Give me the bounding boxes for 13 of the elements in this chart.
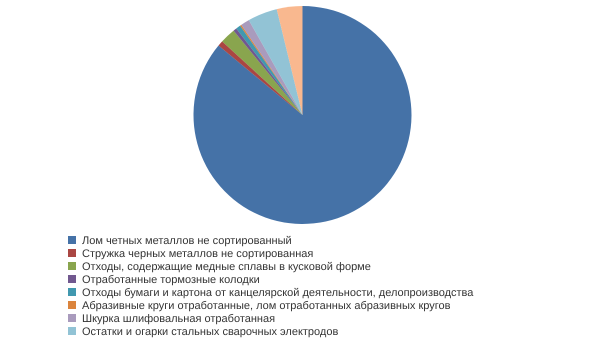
pie-slice xyxy=(194,6,412,224)
legend-label: Отходы, содержащие медные сплавы в кусковой форме xyxy=(82,261,371,273)
pie-slice xyxy=(276,6,302,115)
legend-label: Отходы бумаги и картона от канцелярской деятельности, делопроизводства xyxy=(82,287,474,299)
legend-label: Абразивные круги отработанные, лом отработанных абразивных кругов xyxy=(82,300,451,312)
legend-label: Стружка черных металлов не сортированная xyxy=(82,248,314,260)
legend-label: Шкурка шлифовальная отработанная xyxy=(82,313,276,325)
pie-slice xyxy=(248,9,302,115)
legend-label: Отработанные тормозные колодки xyxy=(82,274,260,286)
pie-slice xyxy=(218,41,302,115)
pie-slice xyxy=(222,30,302,115)
legend-label: Лом четных металлов не сортированный xyxy=(82,235,292,247)
legend-label: Остатки и огарки стальных сварочных электродов xyxy=(82,326,338,338)
